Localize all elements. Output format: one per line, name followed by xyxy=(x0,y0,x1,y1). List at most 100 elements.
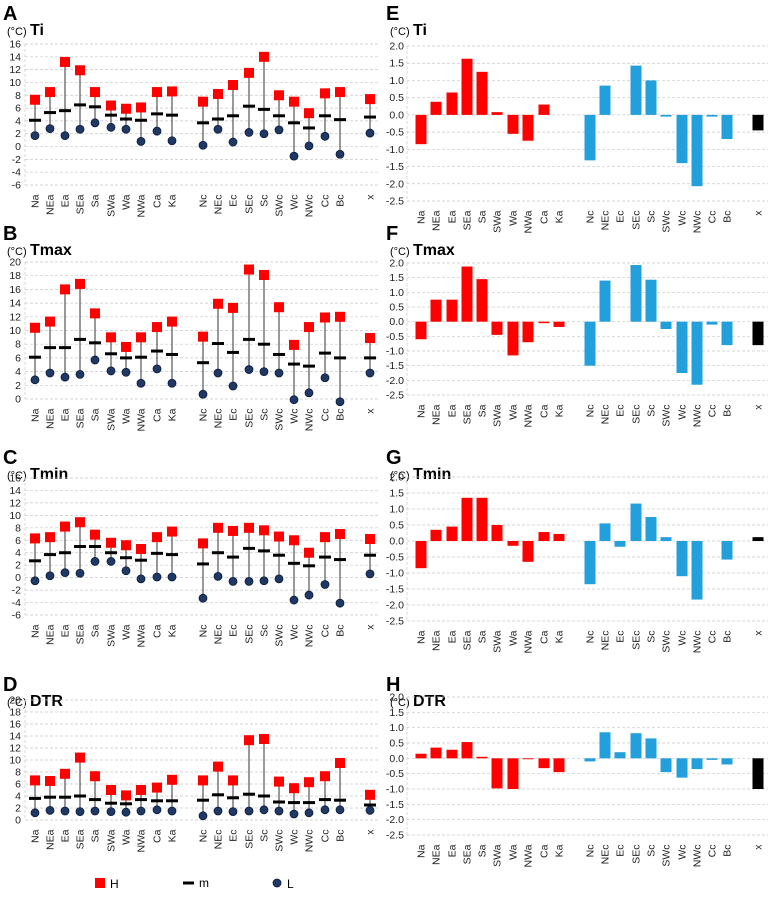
y-tick-label-E: -1.0 xyxy=(386,144,404,156)
high-marker-B xyxy=(30,322,40,333)
x-tick-label-G: Wc xyxy=(677,631,689,646)
bar-G xyxy=(430,529,442,541)
bar-G xyxy=(630,503,642,541)
x-tick-label-G: Cc xyxy=(707,631,719,644)
high-marker-A xyxy=(152,87,162,98)
y-tick-label-H: 2.0 xyxy=(389,692,404,704)
x-tick-label-A: Cc xyxy=(320,195,332,208)
bar-H xyxy=(645,738,657,759)
bar-E xyxy=(476,71,488,115)
bar-G xyxy=(676,541,688,577)
x-tick-label-E: Wa xyxy=(508,210,520,226)
low-marker-B xyxy=(106,366,116,376)
y-tick-label-C: 14 xyxy=(9,485,21,497)
low-marker-D xyxy=(106,807,116,816)
high-marker-C xyxy=(274,531,284,542)
low-marker-A xyxy=(274,125,284,135)
x-tick-label-D: Sa xyxy=(90,829,102,842)
low-marker-B xyxy=(304,388,314,398)
low-marker-B xyxy=(152,364,162,374)
high-marker-C xyxy=(259,525,269,536)
low-marker-A xyxy=(75,124,85,134)
y-tick-label-C: -6 xyxy=(12,610,21,622)
x-tick-label-E: Wc xyxy=(677,211,689,226)
x-tick-label-A: Bc xyxy=(335,195,347,207)
legend-low-label: L xyxy=(287,877,294,891)
legend-high-marker xyxy=(95,878,105,888)
bar-H xyxy=(507,758,519,789)
y-tick-label-F: -1.0 xyxy=(386,346,404,358)
x-tick-label-E: SWa xyxy=(492,210,504,233)
low-marker-C xyxy=(121,566,131,576)
low-marker-D xyxy=(198,811,208,821)
y-tick-label-D: 0 xyxy=(15,815,21,827)
high-marker-C xyxy=(136,543,146,554)
panel-title-A: Ti xyxy=(30,22,44,39)
x-tick-label-B: NWa xyxy=(136,408,148,431)
y-tick-label-C: 0 xyxy=(15,572,21,584)
x-tick-label-H: x xyxy=(753,844,765,850)
high-marker-A xyxy=(106,100,116,111)
bar-E xyxy=(630,65,642,115)
high-marker-B xyxy=(244,264,254,275)
x-tick-label-A: Na xyxy=(30,194,42,208)
low-marker-D xyxy=(320,805,330,815)
high-marker-D xyxy=(167,774,177,785)
x-tick-label-H: NWc xyxy=(692,845,704,868)
low-marker-A xyxy=(304,141,314,151)
x-tick-label-G: Sc xyxy=(646,631,658,643)
x-tick-label-C: NEc xyxy=(213,625,225,645)
x-tick-label-C: SEc xyxy=(244,625,256,644)
x-tick-label-F: SEa xyxy=(462,404,474,424)
high-marker-B xyxy=(75,278,85,289)
y-tick-label-A: 0 xyxy=(15,141,21,153)
low-marker-A xyxy=(60,131,70,141)
x-tick-label-B: Sa xyxy=(90,408,102,421)
high-marker-B xyxy=(90,308,100,319)
bar-E xyxy=(415,114,427,145)
bar-G xyxy=(507,541,519,546)
x-tick-label-H: Sa xyxy=(477,844,489,857)
panel-letter-D: D xyxy=(3,674,17,696)
high-marker-B xyxy=(304,322,314,333)
high-marker-D xyxy=(30,775,40,786)
y-tick-label-B: 12 xyxy=(9,311,21,323)
low-marker-B xyxy=(136,378,146,388)
x-tick-label-B: Ka xyxy=(167,408,179,421)
y-tick-label-E: -0.5 xyxy=(386,127,404,139)
x-tick-label-C: Bc xyxy=(335,625,347,637)
high-marker-A xyxy=(90,87,100,98)
y-tick-label-D: 2 xyxy=(15,803,21,815)
low-marker-A xyxy=(213,124,223,134)
x-tick-label-G: SWc xyxy=(661,631,673,653)
x-tick-label-H: NEa xyxy=(431,844,443,865)
high-marker-C xyxy=(244,522,254,533)
bar-G xyxy=(691,541,703,600)
x-tick-label-A: Ec xyxy=(228,195,240,207)
bar-G xyxy=(752,537,764,541)
high-marker-C xyxy=(365,534,375,545)
low-marker-C xyxy=(244,576,254,586)
bar-E xyxy=(721,114,733,139)
legend-low-marker xyxy=(272,878,282,888)
x-tick-label-B: Ec xyxy=(228,409,240,421)
x-tick-label-C: Sa xyxy=(90,624,102,637)
unit-label-B: (°C) xyxy=(7,246,27,258)
low-marker-A xyxy=(167,136,177,146)
y-tick-label-B: 8 xyxy=(15,339,21,351)
high-marker-B xyxy=(320,312,330,323)
x-tick-label-A: Sc xyxy=(259,195,271,207)
y-tick-label-B: 20 xyxy=(9,257,21,269)
high-marker-D xyxy=(213,761,223,772)
y-tick-label-A: 14 xyxy=(9,51,21,63)
low-marker-B xyxy=(335,397,345,407)
x-tick-label-H: Wa xyxy=(508,844,520,860)
low-marker-D xyxy=(304,808,314,818)
low-marker-C xyxy=(167,572,177,582)
x-tick-label-C: NWc xyxy=(304,625,316,648)
x-tick-label-F: Ea xyxy=(447,404,459,417)
low-marker-A xyxy=(365,128,375,138)
x-tick-label-D: Cc xyxy=(320,830,332,843)
y-tick-label-C: -2 xyxy=(12,585,21,597)
low-marker-D xyxy=(30,808,40,818)
